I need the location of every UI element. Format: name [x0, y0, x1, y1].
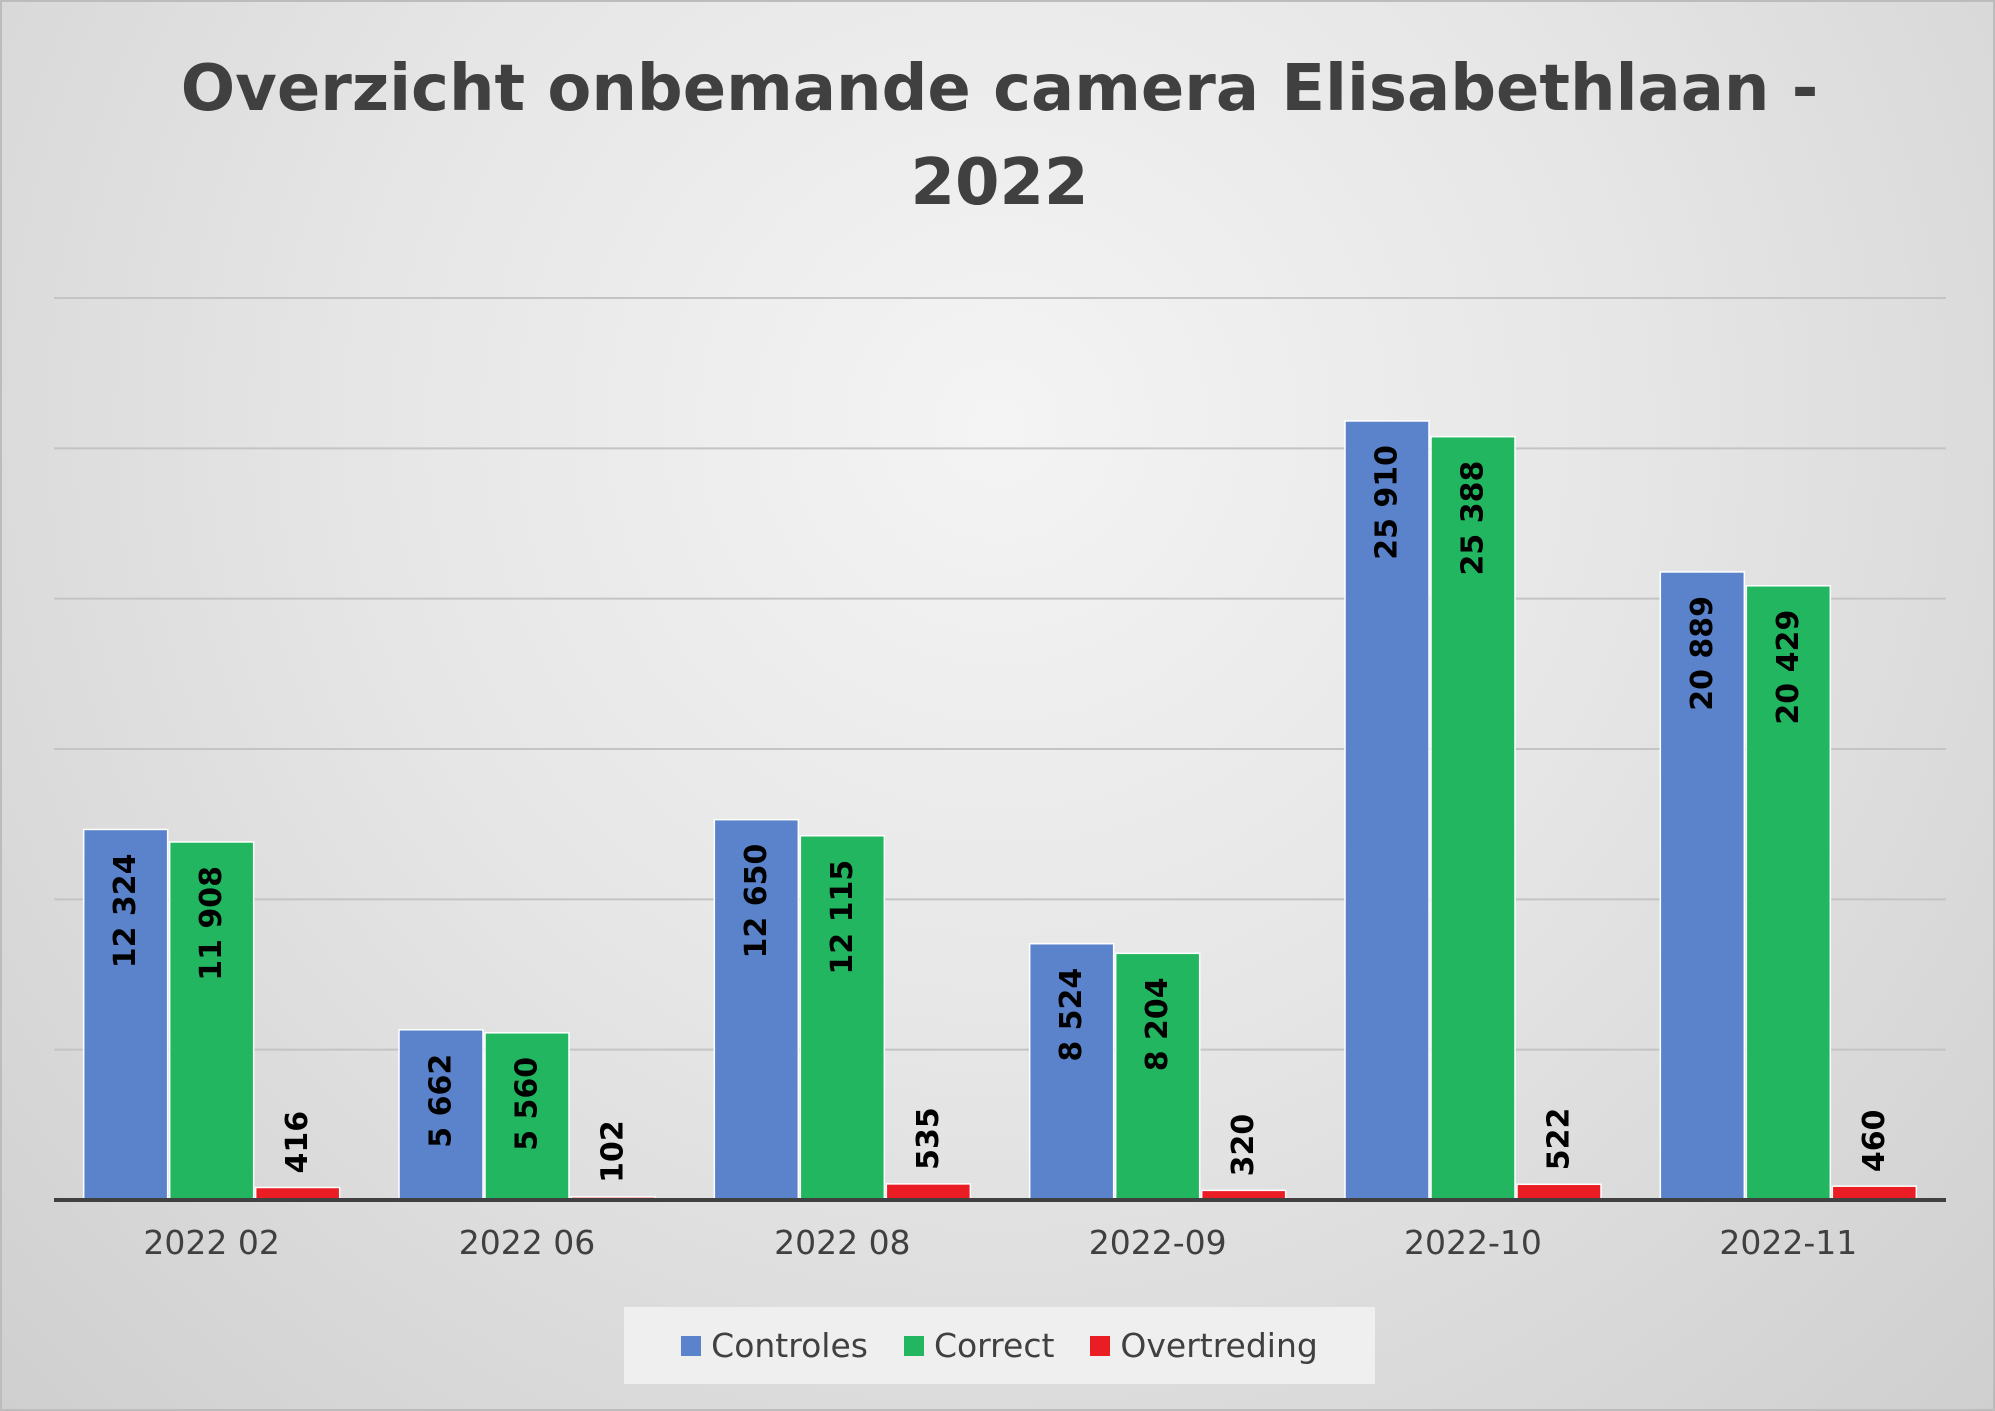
bar-correct: [484, 1032, 570, 1201]
bar-controles: [1344, 420, 1430, 1201]
legend-item-controles: Controles: [681, 1326, 868, 1365]
legend-label-overtreding: Overtreding: [1120, 1326, 1318, 1365]
data-label: 12 650: [739, 844, 774, 959]
bar-correct: [1430, 435, 1516, 1201]
data-label: 12 324: [108, 853, 143, 968]
bar-correct: [1114, 952, 1201, 1201]
data-label: 535: [911, 1107, 946, 1170]
data-label: 20 429: [1771, 610, 1806, 725]
bar-correct: [168, 841, 255, 1201]
x-tick-label: 2022-11: [1719, 1223, 1857, 1262]
bar-overtreding: [1831, 1185, 1918, 1201]
bar-overtreding: [885, 1183, 972, 1201]
legend-label-controles: Controles: [711, 1326, 868, 1365]
data-label: 25 910: [1370, 445, 1405, 560]
bar-controles: [398, 1029, 484, 1201]
legend-item-correct: Correct: [903, 1326, 1055, 1365]
legend-swatch-controles: [681, 1335, 702, 1356]
data-label: 20 889: [1685, 596, 1720, 711]
data-label: 416: [280, 1111, 315, 1174]
legend-swatch-correct: [903, 1335, 924, 1356]
bar-correct: [799, 834, 886, 1201]
data-label: 8 204: [1140, 977, 1175, 1071]
legend-item-overtreding: Overtreding: [1090, 1326, 1318, 1365]
x-tick-label: 2022-10: [1404, 1223, 1542, 1262]
data-label: 102: [596, 1120, 631, 1183]
x-tick-label: 2022 08: [774, 1223, 910, 1262]
bar-controles: [82, 828, 169, 1201]
x-tick-label: 2022-09: [1089, 1223, 1227, 1262]
data-label: 522: [1542, 1108, 1577, 1171]
bar-controles: [1659, 571, 1746, 1201]
legend: Controles Correct Overtreding: [624, 1307, 1375, 1384]
data-label: 460: [1857, 1110, 1892, 1173]
data-label: 11 908: [194, 866, 229, 981]
data-label: 5 560: [510, 1057, 545, 1151]
x-tick-label: 2022 06: [459, 1223, 595, 1262]
chart-title-line-1: Overzicht onbemande camera Elisabethlaan…: [180, 52, 1819, 126]
data-label: 320: [1226, 1114, 1261, 1177]
data-label: 25 388: [1456, 461, 1491, 576]
x-tick-label: 2022 02: [143, 1223, 279, 1262]
data-label: 8 524: [1054, 968, 1089, 1062]
bar-controles: [713, 818, 800, 1201]
chart-title-line-2: 2022: [910, 146, 1089, 220]
bar-overtreding: [1516, 1183, 1602, 1201]
legend-label-correct: Correct: [933, 1326, 1055, 1365]
legend-swatch-overtreding: [1090, 1335, 1111, 1356]
data-label: 12 115: [825, 860, 860, 975]
chart-title: Overzicht onbemande camera Elisabethlaan…: [2, 42, 1995, 230]
data-label: 5 662: [424, 1054, 459, 1148]
plot-area: 12 324 11 908 416 2022 02 5 662 5 560 102 2022 …: [54, 297, 1946, 1262]
